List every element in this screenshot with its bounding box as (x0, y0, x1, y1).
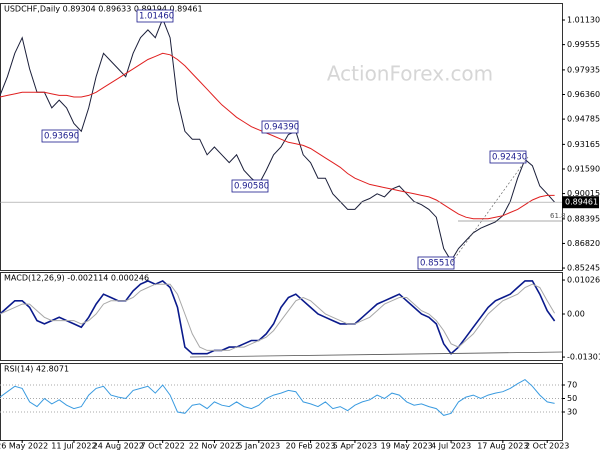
x-tick-label: 24 Aug 2022 (93, 442, 144, 450)
y-tick-label: 0.91590 (567, 164, 600, 173)
pane-title: MACD(12,26,9) -0.002114 0.000246 (4, 274, 149, 283)
trend-line (189, 351, 563, 358)
x-tick-label: 22 Nov 2022 (189, 442, 240, 450)
annotation-box (489, 150, 527, 164)
watermark: ActionForex.com (327, 62, 493, 86)
pane-title: RSI(14) 42.8071 (4, 365, 69, 374)
x-tick-label: 20 Feb 2023 (286, 442, 336, 450)
x-tick-label: 11 Jul 2022 (51, 442, 96, 450)
price-tag (562, 196, 599, 209)
pane-frame (0, 3, 563, 271)
y-tick-label: -0.013011 (567, 353, 600, 362)
annotation-box (231, 179, 269, 193)
series-line (0, 378, 555, 416)
price-tag-label: 0.89461 (565, 198, 598, 207)
x-tick-label: 2 Oct 2023 (525, 442, 569, 450)
x-tick-label: 5 Jan 2023 (237, 442, 280, 450)
series-line (0, 17, 555, 262)
fib-label: 61.8 (550, 212, 566, 220)
annotation: 0.94390 (264, 123, 299, 133)
annotation-box (261, 120, 299, 134)
y-tick-label: 0.96360 (567, 90, 600, 99)
annotation: 0.93690 (44, 132, 79, 142)
y-tick-label: 1.01130 (567, 16, 600, 25)
annotation: 1.01460 (139, 12, 174, 22)
y-tick-label: 0.99555 (567, 40, 600, 49)
x-tick-label: 19 May 2023 (381, 442, 433, 450)
y-tick-label: 0.90015 (567, 189, 600, 198)
series-line (0, 283, 556, 351)
pane-frame (0, 272, 563, 361)
annotation: 0.90580 (234, 182, 269, 192)
annotation-box (41, 129, 79, 143)
annotation: 0.92430 (492, 153, 527, 163)
pane-title: USDCHF,Daily 0.89304 0.89633 0.89194 0.8… (4, 5, 203, 14)
series-line (0, 279, 556, 355)
x-tick-label: 17 Aug 2023 (477, 442, 528, 450)
pane-frame (0, 363, 563, 441)
y-tick-label: 0.97935 (567, 65, 600, 74)
series-line (0, 52, 555, 220)
annotation-box (136, 9, 174, 23)
y-tick-label: 70 (567, 381, 577, 390)
y-tick-label: 0.85245 (567, 264, 600, 273)
x-tick-label: 4 Jul 2023 (431, 442, 471, 450)
y-tick-label: 50 (567, 394, 577, 403)
y-tick-label: 0.88395 (567, 214, 600, 223)
y-tick-label: 0.86820 (567, 239, 600, 248)
annotation: 0.85510 (420, 259, 455, 269)
annotation-box (417, 256, 455, 270)
y-tick-label: 0.00 (567, 310, 585, 319)
y-tick-label: 0.93165 (567, 140, 600, 149)
y-tick-label: 0.010269 (567, 276, 600, 285)
fib-trend (451, 156, 529, 263)
y-tick-label: 0.94785 (567, 115, 600, 124)
x-tick-label: 7 Oct 2022 (140, 442, 184, 450)
y-tick-label: 30 (567, 407, 577, 416)
x-tick-label: 5 Apr 2023 (333, 442, 377, 450)
x-tick-label: 26 May 2022 (0, 442, 48, 450)
